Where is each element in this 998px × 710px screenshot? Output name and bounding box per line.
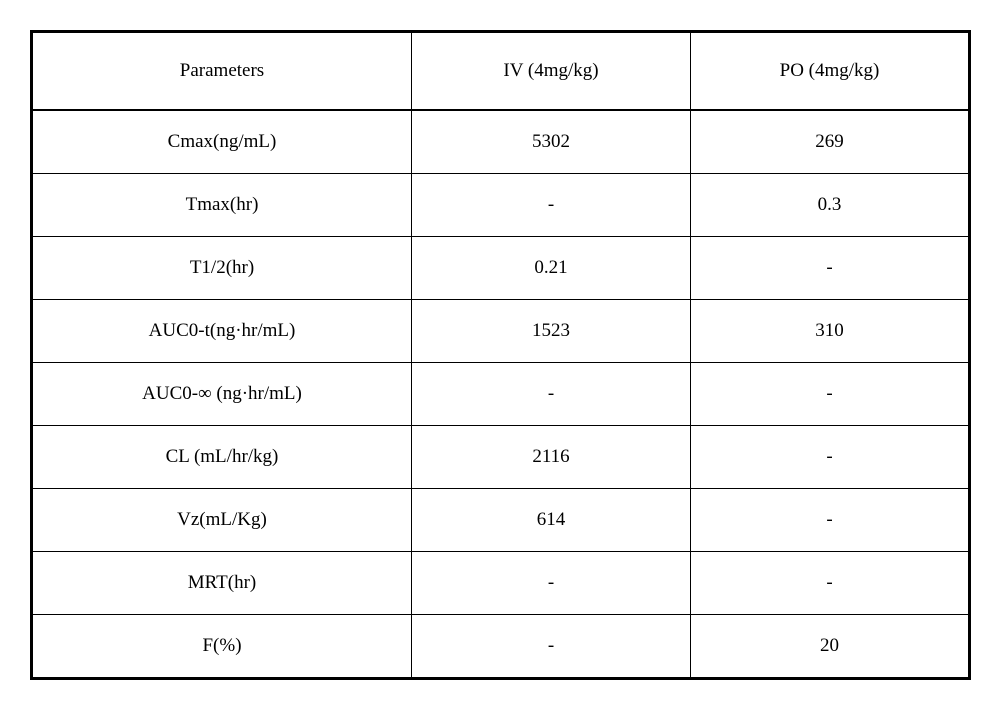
- cell-param: Tmax(hr): [32, 174, 412, 237]
- cell-po: -: [691, 237, 970, 300]
- cell-po: 269: [691, 110, 970, 174]
- cell-iv: 1523: [412, 300, 691, 363]
- cell-po: -: [691, 363, 970, 426]
- cell-param: F(%): [32, 615, 412, 679]
- col-header-po: PO (4mg/kg): [691, 32, 970, 111]
- cell-po: -: [691, 489, 970, 552]
- cell-param: AUC0-∞ (ng·hr/mL): [32, 363, 412, 426]
- table-row: Tmax(hr) - 0.3: [32, 174, 970, 237]
- cell-param: Cmax(ng/mL): [32, 110, 412, 174]
- table-row: Vz(mL/Kg) 614 -: [32, 489, 970, 552]
- cell-po: -: [691, 552, 970, 615]
- cell-iv: -: [412, 174, 691, 237]
- cell-param: MRT(hr): [32, 552, 412, 615]
- col-header-iv: IV (4mg/kg): [412, 32, 691, 111]
- cell-param: AUC0-t(ng·hr/mL): [32, 300, 412, 363]
- pk-parameters-table: Parameters IV (4mg/kg) PO (4mg/kg) Cmax(…: [30, 30, 971, 680]
- col-header-parameters: Parameters: [32, 32, 412, 111]
- cell-param: CL (mL/hr/kg): [32, 426, 412, 489]
- cell-iv: 2116: [412, 426, 691, 489]
- table-row: F(%) - 20: [32, 615, 970, 679]
- cell-po: 310: [691, 300, 970, 363]
- table-row: MRT(hr) - -: [32, 552, 970, 615]
- table-row: AUC0-t(ng·hr/mL) 1523 310: [32, 300, 970, 363]
- table-row: T1/2(hr) 0.21 -: [32, 237, 970, 300]
- table-row: AUC0-∞ (ng·hr/mL) - -: [32, 363, 970, 426]
- table-header-row: Parameters IV (4mg/kg) PO (4mg/kg): [32, 32, 970, 111]
- cell-po: 0.3: [691, 174, 970, 237]
- table-row: Cmax(ng/mL) 5302 269: [32, 110, 970, 174]
- cell-po: -: [691, 426, 970, 489]
- cell-iv: -: [412, 615, 691, 679]
- cell-iv: 0.21: [412, 237, 691, 300]
- cell-po: 20: [691, 615, 970, 679]
- cell-iv: -: [412, 552, 691, 615]
- cell-iv: 5302: [412, 110, 691, 174]
- cell-iv: 614: [412, 489, 691, 552]
- cell-param: T1/2(hr): [32, 237, 412, 300]
- table-row: CL (mL/hr/kg) 2116 -: [32, 426, 970, 489]
- cell-param: Vz(mL/Kg): [32, 489, 412, 552]
- cell-iv: -: [412, 363, 691, 426]
